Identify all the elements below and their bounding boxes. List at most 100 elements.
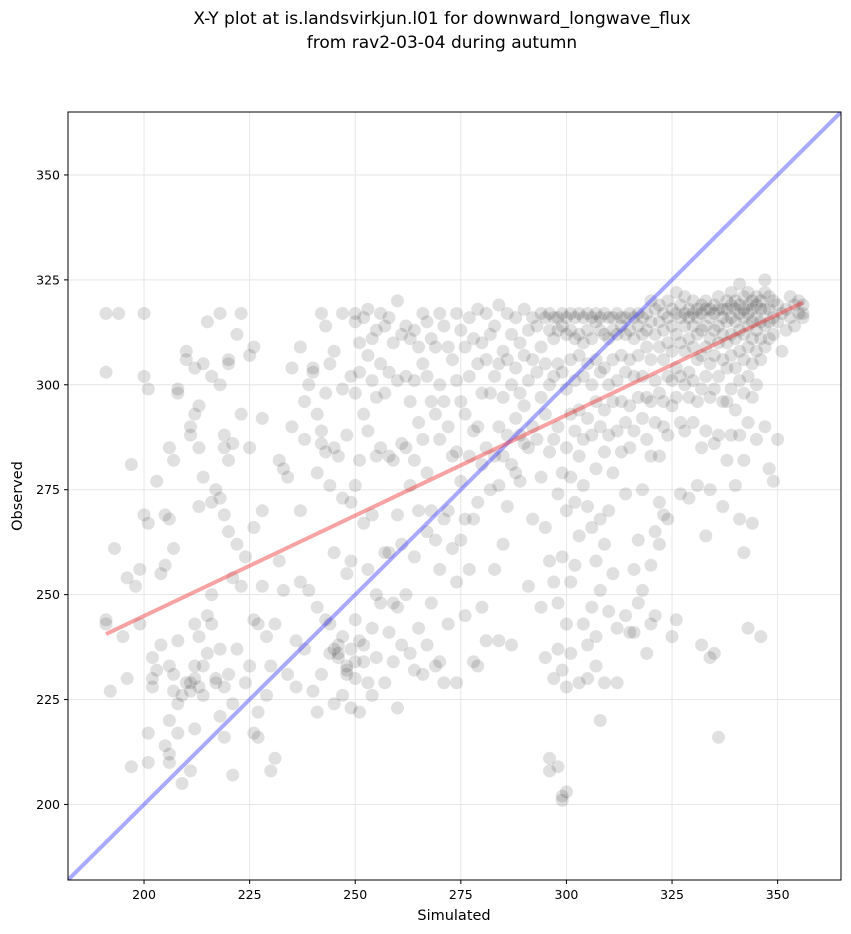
scatter-point (441, 504, 455, 518)
scatter-point (298, 642, 312, 656)
scatter-point (336, 630, 350, 644)
scatter-point (568, 558, 582, 572)
scatter-point (352, 705, 366, 719)
scatter-point (635, 483, 649, 497)
scatter-point (712, 428, 726, 442)
scatter-point (758, 319, 772, 333)
scatter-point (141, 726, 155, 740)
scatter-point (479, 306, 493, 320)
scatter-point (652, 537, 666, 551)
scatter-point (327, 642, 341, 656)
scatter-point (657, 508, 671, 522)
scatter-point (340, 663, 354, 677)
scatter-point (576, 369, 590, 383)
scatter-point (619, 327, 633, 341)
scatter-point (403, 646, 417, 660)
scatter-point (454, 474, 468, 488)
scatter-point (513, 428, 527, 442)
scatter-point (183, 684, 197, 698)
scatter-point (597, 676, 611, 690)
scatter-point (390, 508, 404, 522)
scatter-point (336, 688, 350, 702)
scatter-point (238, 676, 252, 690)
scatter-point (314, 306, 328, 320)
scatter-point (762, 302, 776, 316)
scatter-point (568, 495, 582, 509)
scatter-point (602, 428, 616, 442)
scatter-point (471, 495, 485, 509)
scatter-point (361, 676, 375, 690)
scatter-point (412, 340, 426, 354)
scatter-point (745, 332, 759, 346)
scatter-point (230, 327, 244, 341)
scatter-point (505, 638, 519, 652)
scatter-point (226, 571, 240, 585)
scatter-point (171, 382, 185, 396)
scatter-point (720, 361, 734, 375)
scatter-point (386, 596, 400, 610)
scatter-point (306, 361, 320, 375)
scatter-point (572, 676, 586, 690)
scatter-point (314, 667, 328, 681)
scatter-point (247, 726, 261, 740)
scatter-point (648, 327, 662, 341)
scatter-point (183, 428, 197, 442)
scatter-point (488, 449, 502, 463)
scatter-point (543, 554, 557, 568)
scatter-point (619, 365, 633, 379)
scatter-point (597, 445, 611, 459)
scatter-point (467, 424, 481, 438)
scatter-point (606, 311, 620, 325)
scatter-point (775, 306, 789, 320)
scatter-point (559, 617, 573, 631)
scatter-point (648, 609, 662, 623)
scatter-point (378, 319, 392, 333)
scatter-point (534, 600, 548, 614)
scatter-point (783, 290, 797, 304)
scatter-point (137, 508, 151, 522)
scatter-point (450, 445, 464, 459)
scatter-point (348, 479, 362, 493)
scatter-point (141, 382, 155, 396)
scatter-point (378, 676, 392, 690)
scatter-point (551, 642, 565, 656)
scatter-point (407, 550, 421, 564)
scatter-point (500, 306, 514, 320)
scatter-point (230, 537, 244, 551)
scatter-point (306, 684, 320, 698)
scatter-point (222, 667, 236, 681)
scatter-point (243, 348, 257, 362)
scatter-point (310, 600, 324, 614)
scatter-point (407, 323, 421, 337)
scatter-point (352, 365, 366, 379)
scatter-point (754, 630, 768, 644)
scatter-point (505, 458, 519, 472)
scatter-point (395, 537, 409, 551)
scatter-point (568, 374, 582, 388)
scatter-point (188, 407, 202, 421)
scatter-point (627, 332, 641, 346)
scatter-point (750, 311, 764, 325)
scatter-point (145, 680, 159, 694)
scatter-point (640, 323, 654, 337)
scatter-point (559, 680, 573, 694)
scatter-point (327, 697, 341, 711)
scatter-point (728, 361, 742, 375)
scatter-point (619, 311, 633, 325)
scatter-point (505, 378, 519, 392)
scatter-point (374, 357, 388, 371)
scatter-point (555, 550, 569, 564)
scatter-point (369, 651, 383, 665)
scatter-point (479, 634, 493, 648)
scatter-point (336, 382, 350, 396)
scatter-point (606, 466, 620, 480)
scatter-point (137, 306, 151, 320)
scatter-point (728, 294, 742, 308)
scatter-point (720, 336, 734, 350)
scatter-point (530, 365, 544, 379)
scatter-point (158, 739, 172, 753)
scatter-point (534, 340, 548, 354)
scatter-point (669, 327, 683, 341)
scatter-point (796, 311, 810, 325)
scatter-point (669, 285, 683, 299)
